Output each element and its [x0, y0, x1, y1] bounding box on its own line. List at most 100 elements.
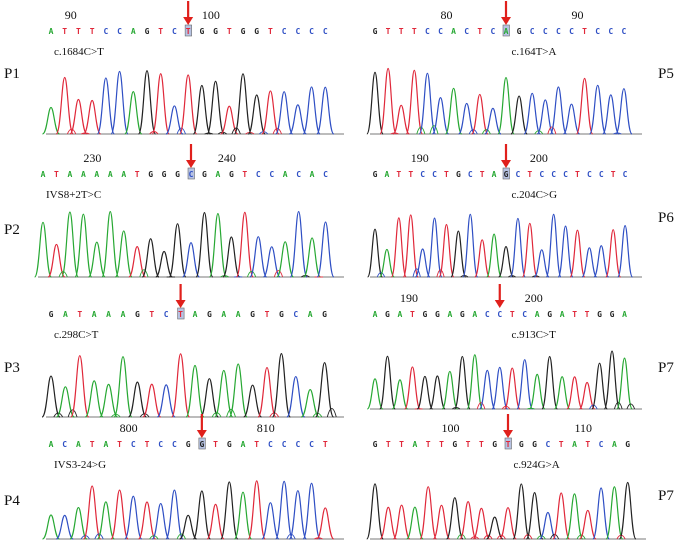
base-call-letter: C — [595, 27, 600, 36]
trace-peak — [438, 223, 455, 278]
trace-peak — [445, 497, 464, 540]
base-call-letter: C — [158, 440, 163, 449]
base-call-letter: G — [279, 310, 284, 319]
trace-peak — [539, 511, 557, 540]
trace-peak — [206, 80, 225, 135]
trace-peak — [378, 248, 395, 278]
base-call-letter: G — [250, 310, 255, 319]
mutation-label: c.164T>A — [511, 46, 556, 58]
trace-peak — [69, 506, 88, 540]
mutation-arrow-icon — [183, 17, 194, 25]
base-call-letter: T — [572, 310, 577, 319]
base-call-letter: C — [490, 27, 495, 36]
position-number: 100 — [442, 421, 460, 435]
trace-peak — [516, 359, 534, 410]
trace-noise — [94, 533, 104, 540]
base-call-letter: C — [268, 440, 273, 449]
trace-peak — [536, 99, 555, 135]
mutation-highlight-box — [187, 167, 195, 180]
base-call-letter: T — [268, 27, 273, 36]
trace-noise — [526, 407, 535, 410]
base-call-letter: C — [309, 27, 314, 36]
base-call-letter: T — [135, 170, 140, 179]
trace-peak — [74, 213, 93, 278]
base-call-letter: G — [385, 310, 390, 319]
mutation-label: c.298C>T — [54, 329, 99, 341]
trace-peak — [366, 483, 384, 540]
trace-peak — [47, 243, 66, 278]
trace-peak — [142, 383, 162, 418]
base-call-letter: C — [282, 27, 287, 36]
trace-peak — [214, 369, 234, 418]
trace-peak — [96, 77, 115, 135]
base-call-letter: T — [477, 27, 482, 36]
base-call-letter: T — [408, 170, 413, 179]
position-number: 110 — [575, 421, 593, 435]
trace-noise — [176, 127, 186, 135]
base-call-letter: G — [519, 440, 524, 449]
base-call-letter: C — [131, 440, 136, 449]
trace-peak — [192, 84, 211, 135]
trace-peak — [474, 239, 491, 278]
base-call-letter: A — [41, 170, 46, 179]
trace-peak — [302, 86, 321, 135]
trace-peak — [484, 107, 502, 135]
base-call-letter: G — [162, 170, 167, 179]
trace-peak — [581, 247, 598, 278]
trace-peak — [541, 355, 558, 410]
base-call-letter: A — [535, 310, 540, 319]
base-call-letter: G — [207, 310, 212, 319]
base-call-letter: C — [282, 440, 287, 449]
trace-peak — [557, 225, 574, 278]
trace-noise — [468, 129, 478, 135]
base-call-letter: C — [164, 310, 169, 319]
base-call-letter: T — [149, 310, 154, 319]
base-call-letter: T — [158, 27, 163, 36]
mutation-arrow-icon — [175, 300, 186, 308]
base-call-letter: C — [545, 440, 550, 449]
trace-peak — [392, 504, 411, 540]
base-call-letter: C — [309, 440, 314, 449]
base-call-letter: C — [569, 27, 574, 36]
base-call-letter: G — [597, 310, 602, 319]
trace-noise — [139, 269, 149, 278]
trace-peak — [69, 98, 88, 135]
trace-peak — [406, 506, 424, 540]
trace-peak — [155, 250, 173, 278]
base-call-letter: A — [492, 170, 497, 179]
base-call-letter: T — [265, 310, 270, 319]
trace-noise — [204, 132, 214, 135]
position-number: 800 — [120, 421, 138, 435]
mutation-highlight-box — [198, 437, 206, 450]
trace-peak — [286, 375, 306, 418]
panel-label: P2 — [4, 222, 20, 238]
trace-peak — [426, 217, 443, 278]
base-call-letter: G — [229, 170, 234, 179]
base-call-letter: G — [492, 440, 497, 449]
base-call-letter: T — [178, 310, 183, 319]
position-number: 200 — [530, 151, 548, 165]
panel-p5: P5 c.164T>A 80 90G T T T C C A C T C A G C C C C T C C C — [366, 1, 674, 135]
base-call-letter: A — [215, 170, 220, 179]
base-call-letter: A — [384, 170, 389, 179]
trace-noise — [496, 534, 506, 540]
trace-peak — [185, 364, 205, 418]
base-call-letter: G — [504, 170, 509, 179]
base-call-letter: A — [81, 170, 86, 179]
base-call-letter: A — [560, 310, 565, 319]
base-call-letter: C — [599, 170, 604, 179]
base-call-letter: C — [256, 170, 261, 179]
trace-peak — [302, 482, 321, 540]
base-call-letter: A — [398, 310, 403, 319]
trace-peak — [565, 493, 584, 540]
trace-peak — [533, 249, 550, 278]
base-call-letter: A — [412, 440, 417, 449]
trace-peak — [137, 70, 157, 135]
base-call-letter: A — [472, 310, 477, 319]
base-call-letter: T — [611, 170, 616, 179]
trace-peak — [220, 481, 239, 540]
